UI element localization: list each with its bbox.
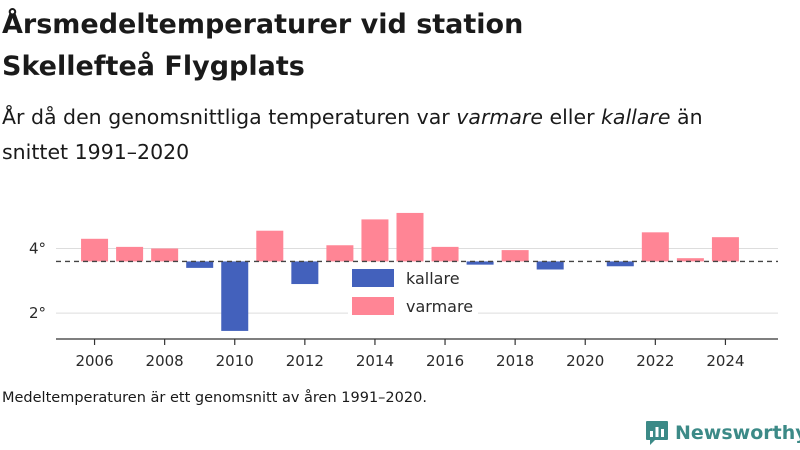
subtitle-text-3: än — [670, 105, 703, 129]
legend-label: kallare — [406, 269, 460, 288]
brand-name: Newsworthy — [675, 422, 800, 444]
subtitle-line-2: snittet 1991–2020 — [2, 140, 190, 164]
footnote: Medeltemperaturen är ett genomsnitt av å… — [2, 390, 427, 406]
title-line-1: Årsmedeltemperaturer vid station — [2, 9, 524, 40]
bar-2011 — [256, 230, 284, 262]
bar-2010 — [221, 261, 249, 331]
bar-2013 — [326, 245, 354, 262]
bar-2015 — [396, 212, 424, 262]
legend: kallare varmare — [348, 265, 478, 319]
bar-2014 — [361, 219, 389, 262]
bar-2019 — [536, 261, 564, 270]
brand-logo: Newsworthy — [645, 418, 800, 448]
y-tick-label: 2° — [29, 304, 46, 322]
bar-2012 — [291, 261, 319, 285]
x-tick-label: 2012 — [286, 352, 324, 370]
x-tick-label: 2022 — [636, 352, 674, 370]
bar-2008 — [151, 248, 179, 262]
axes: 2° 4° 2006 2008 2010 2012 2014 2016 2018 2020 2022… — [29, 239, 778, 370]
x-tick-label: 2006 — [75, 352, 113, 370]
x-tick-label: 2024 — [706, 352, 744, 370]
legend-label: varmare — [406, 297, 473, 316]
legend-swatch — [352, 297, 394, 315]
bar-2007 — [116, 246, 144, 262]
x-tick-label: 2018 — [496, 352, 534, 370]
x-tick-label: 2008 — [146, 352, 184, 370]
subtitle-emphasis-colder: kallare — [601, 105, 671, 129]
legend-swatch — [352, 269, 394, 287]
bar-2009 — [186, 261, 214, 268]
x-tick-label: 2014 — [356, 352, 394, 370]
bar-2022 — [641, 232, 669, 262]
bars — [81, 212, 739, 331]
bar-chart-logo-icon — [646, 421, 668, 445]
bar-2006 — [81, 238, 109, 262]
x-tick-label: 2010 — [216, 352, 254, 370]
bar-2024 — [711, 237, 739, 262]
title-line-2: Skellefteå Flygplats — [2, 51, 305, 82]
x-tick-label: 2016 — [426, 352, 464, 370]
bar-2016 — [431, 246, 459, 262]
subtitle-text-2: eller — [542, 105, 602, 129]
bar-2021 — [606, 261, 634, 267]
bar-2023 — [676, 258, 704, 262]
x-tick-label: 2020 — [566, 352, 604, 370]
bar-2017 — [466, 261, 494, 265]
y-tick-label: 4° — [29, 239, 46, 257]
bar-2018 — [501, 250, 529, 262]
chart-title: Årsmedeltemperaturer vid station Skellef… — [2, 4, 782, 88]
subtitle-emphasis-warmer: varmare — [456, 105, 543, 129]
subtitle-text-1: År då den genomsnittliga temperaturen va… — [2, 105, 457, 129]
chart-subtitle: År då den genomsnittliga temperaturen va… — [2, 100, 792, 170]
